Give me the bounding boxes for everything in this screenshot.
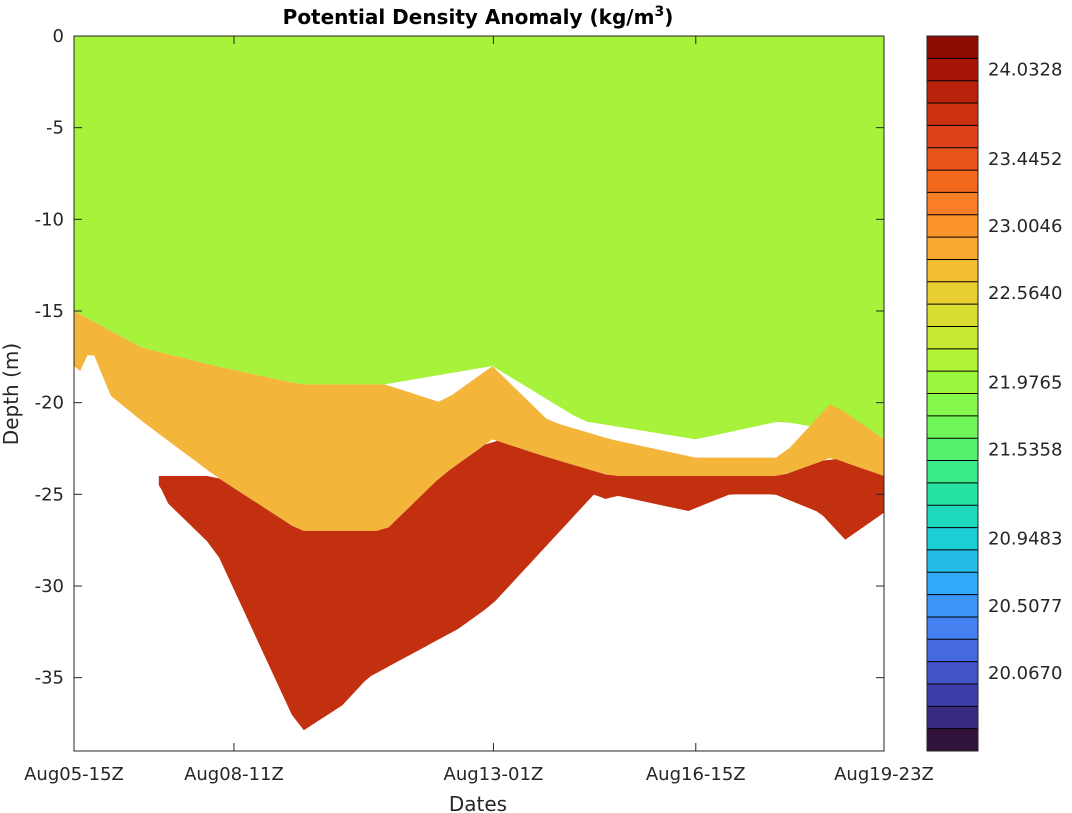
colorbar-swatch xyxy=(927,706,978,730)
colorbar-swatch xyxy=(927,326,978,350)
colorbar-swatch xyxy=(927,58,978,82)
colorbar-swatch xyxy=(927,527,978,551)
colorbar-tick-label: 21.9765 xyxy=(988,372,1062,393)
colorbar-tick-label: 23.4452 xyxy=(988,149,1062,170)
y-tick-label: -25 xyxy=(35,484,64,505)
colorbar-swatch xyxy=(927,304,978,327)
colorbar-swatch xyxy=(927,415,978,439)
colorbar-swatch xyxy=(927,103,978,126)
x-tick-label: Aug19-23Z xyxy=(834,764,934,785)
plot-frame xyxy=(73,35,885,752)
heatmap-area xyxy=(74,36,884,751)
colorbar-swatch xyxy=(927,728,978,752)
colorbar-tick-label: 21.5358 xyxy=(988,439,1062,460)
colorbar-swatch xyxy=(927,594,978,618)
y-axis-label: Depth (m) xyxy=(0,343,23,445)
colorbar-swatch xyxy=(927,549,978,573)
colorbar-swatch xyxy=(927,661,978,685)
colorbar-swatch xyxy=(927,237,978,260)
x-axis-ticks: Aug05-15Z Aug08-11Z Aug13-01Z Aug16-15Z Aug1… xyxy=(24,36,934,785)
colorbar-tick-label: 24.0328 xyxy=(988,60,1062,81)
colorbar-tick-label: 20.5077 xyxy=(988,596,1062,617)
colorbar-swatch xyxy=(927,482,978,506)
y-tick-label: -10 xyxy=(35,209,64,230)
colorbar-swatch xyxy=(927,192,978,216)
x-tick-label: Aug13-01Z xyxy=(444,764,544,785)
colorbar-swatch xyxy=(927,214,978,238)
x-axis-label: Dates xyxy=(449,792,507,813)
chart-title: Potential Density Anomaly (kg/m3) xyxy=(283,4,674,29)
colorbar-tick-label: 20.9483 xyxy=(988,529,1062,550)
colorbar-swatch xyxy=(927,683,978,707)
colorbar-swatch xyxy=(927,36,978,59)
plot-border xyxy=(73,35,885,752)
y-tick-label: -20 xyxy=(35,393,64,414)
colorbar-swatch xyxy=(927,147,978,171)
y-tick-label: -30 xyxy=(35,576,64,597)
colorbar-swatch xyxy=(927,616,978,640)
y-tick-label: 0 xyxy=(53,26,64,47)
x-tick-label: Aug08-11Z xyxy=(184,764,284,785)
y-tick-label: -35 xyxy=(35,668,64,689)
colorbar-tick-label: 23.0046 xyxy=(988,216,1062,237)
layer-surface-mixed xyxy=(74,36,884,440)
x-tick-label: Aug16-15Z xyxy=(646,764,746,785)
colorbar-swatch xyxy=(927,281,978,305)
y-axis-ticks: 0 -5 -10 -15 -20 -25 -30 -35 xyxy=(35,26,884,689)
colorbar-swatch xyxy=(927,639,978,663)
colorbar-tick-label: 22.5640 xyxy=(988,283,1062,304)
y-tick-label: -15 xyxy=(35,301,64,322)
colorbar-swatch xyxy=(927,393,978,417)
density-layers xyxy=(74,36,884,731)
colorbar-tick-label: 20.0670 xyxy=(988,663,1062,684)
colorbar-swatch xyxy=(927,80,978,104)
colorbar-swatch xyxy=(927,371,978,394)
colorbar-swatch xyxy=(927,460,978,484)
colorbar-swatch xyxy=(927,125,978,149)
colorbar-swatch xyxy=(927,348,978,372)
colorbar-swatch xyxy=(927,572,978,596)
colorbar: 24.0328 23.4452 23.0046 22.5640 21.9765 21.53… xyxy=(926,35,1062,752)
layer-deep-dense xyxy=(158,440,884,731)
colorbar-swatch xyxy=(927,170,978,193)
colorbar-swatch xyxy=(927,259,978,283)
colorbar-border xyxy=(926,35,979,752)
colorbar-swatch xyxy=(927,438,978,462)
x-tick-label: Aug05-15Z xyxy=(24,764,124,785)
colorbar-swatch xyxy=(927,505,978,529)
y-tick-label: -5 xyxy=(46,118,64,139)
